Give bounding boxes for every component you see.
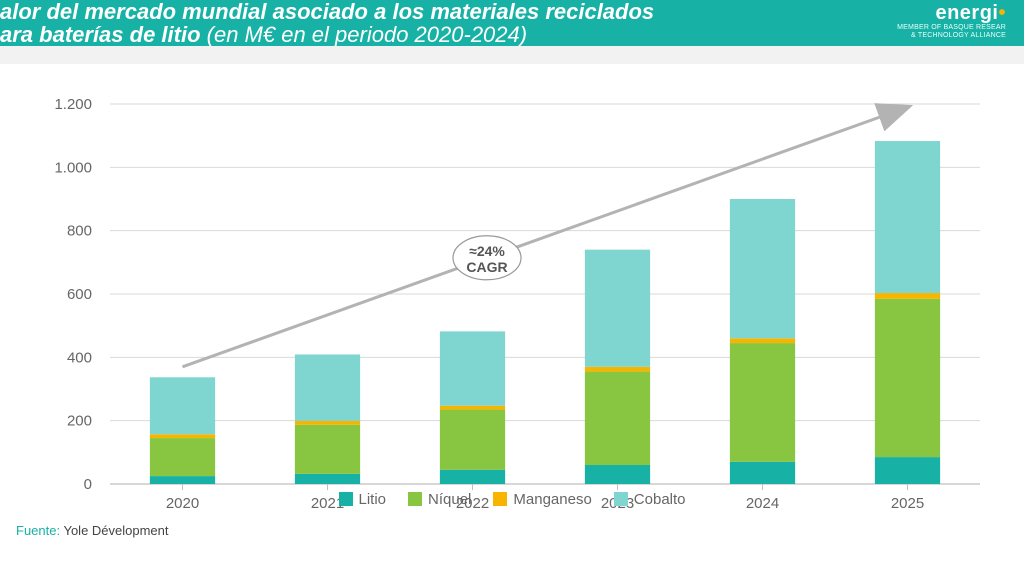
y-tick-label: 1.000 — [54, 159, 92, 176]
bar-segment — [730, 343, 795, 462]
legend-swatch-icon — [408, 492, 422, 506]
title-line-1: alor del mercado mundial asociado a los … — [0, 0, 654, 23]
bar-segment — [295, 425, 360, 474]
bar-segment — [875, 299, 940, 457]
legend-label: Níquel — [428, 491, 471, 508]
bar-segment — [150, 438, 215, 476]
logo-dot-icon: • — [998, 2, 1006, 24]
y-tick-label: 400 — [67, 349, 92, 366]
bar-segment — [150, 476, 215, 484]
legend-label: Litio — [359, 491, 387, 508]
bar-segment — [295, 421, 360, 425]
logo-block: energi• MEMBER OF BASQUE RESEAR & TECHNO… — [897, 0, 1006, 39]
legend-item: Manganeso — [493, 491, 591, 508]
title-block: alor del mercado mundial asociado a los … — [0, 0, 654, 46]
legend-label: Cobalto — [634, 491, 686, 508]
bar-segment — [875, 141, 940, 293]
bar-segment — [585, 465, 650, 484]
bar-segment — [730, 199, 795, 338]
logo-main: energi• — [897, 2, 1006, 24]
chart-svg: 02004006008001.0001.20020202021202220232… — [0, 64, 1024, 544]
cagr-value: ≈24% — [469, 243, 505, 259]
legend-swatch-icon — [614, 492, 628, 506]
bar-segment — [730, 338, 795, 343]
source-line: Fuente: Yole Dévelopment — [16, 523, 169, 538]
bar-segment — [585, 367, 650, 372]
header-bar: alor del mercado mundial asociado a los … — [0, 0, 1024, 46]
legend-label: Manganeso — [513, 491, 591, 508]
y-tick-label: 800 — [67, 223, 92, 240]
bar-segment — [295, 474, 360, 484]
legend-item: Níquel — [408, 491, 471, 508]
legend-swatch-icon — [339, 492, 353, 506]
bar-segment — [875, 457, 940, 484]
source-label: Fuente: — [16, 523, 63, 538]
y-tick-label: 200 — [67, 413, 92, 430]
title-prefix: ara baterías de litio — [0, 23, 207, 46]
bar-segment — [440, 410, 505, 470]
trend-arrow-icon — [183, 107, 908, 367]
legend-item: Litio — [339, 491, 387, 508]
logo-sub-1: MEMBER OF BASQUE RESEAR — [897, 24, 1006, 32]
logo-sub-2: & TECHNOLOGY ALLIANCE — [897, 32, 1006, 40]
bar-segment — [150, 434, 215, 438]
y-tick-label: 600 — [67, 286, 92, 303]
header-strip — [0, 46, 1024, 64]
y-tick-label: 1.200 — [54, 96, 92, 113]
bar-segment — [875, 293, 940, 299]
chart-legend: Litio Níquel Manganeso Cobalto — [0, 491, 1024, 508]
title-line-2: ara baterías de litio (en M€ en el perio… — [0, 23, 654, 46]
bar-segment — [730, 462, 795, 484]
bar-segment — [150, 377, 215, 434]
bar-segment — [585, 372, 650, 465]
legend-item: Cobalto — [614, 491, 686, 508]
bar-segment — [440, 470, 505, 484]
bar-segment — [295, 354, 360, 421]
bar-segment — [440, 331, 505, 405]
cagr-label: CAGR — [466, 259, 507, 275]
source-value: Yole Dévelopment — [63, 523, 168, 538]
bar-segment — [585, 250, 650, 367]
bar-segment — [440, 406, 505, 410]
title-subtitle: (en M€ en el periodo 2020-2024) — [207, 23, 527, 46]
chart-area: 02004006008001.0001.20020202021202220232… — [0, 64, 1024, 544]
legend-swatch-icon — [493, 492, 507, 506]
